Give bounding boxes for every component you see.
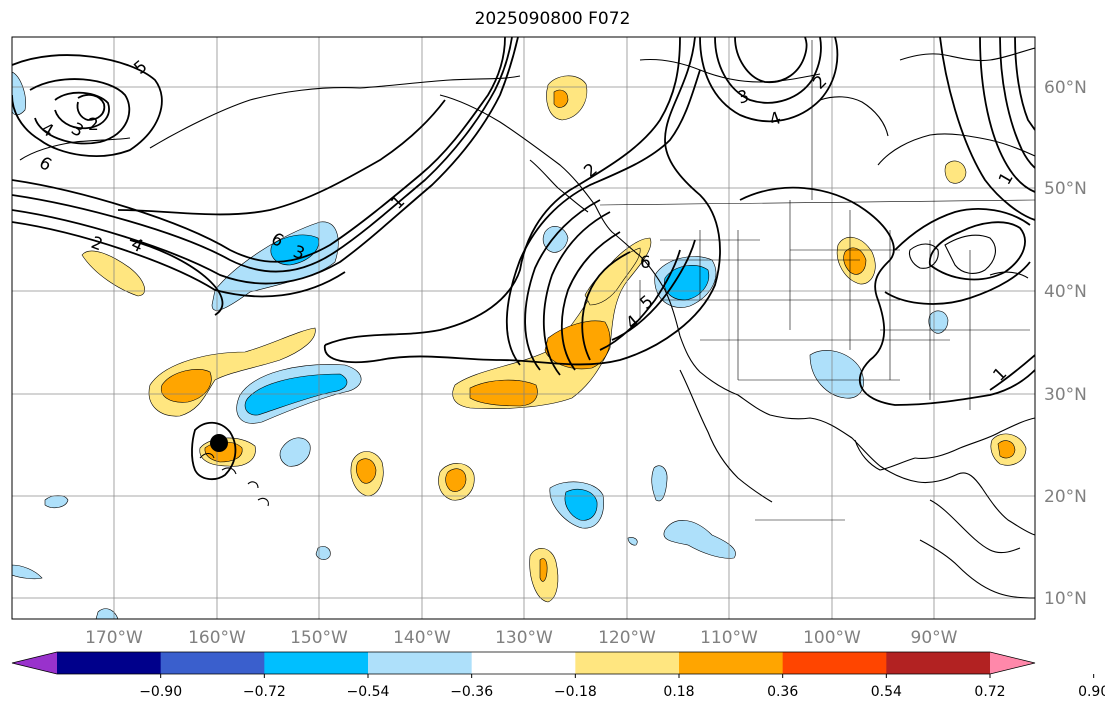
anomaly-negative bbox=[270, 234, 319, 266]
anomaly-negative bbox=[564, 489, 598, 521]
colorbar-outline bbox=[11, 651, 1036, 675]
anomaly-positive bbox=[469, 379, 538, 407]
anomaly-positive bbox=[553, 89, 569, 108]
anomaly-negative bbox=[12, 564, 43, 580]
contours bbox=[12, 37, 1035, 481]
lat-label-50n: 50°N bbox=[1044, 179, 1087, 199]
colorbar-segment bbox=[12, 652, 57, 674]
colorbar-segment bbox=[782, 652, 887, 674]
coastlines bbox=[19, 47, 1035, 599]
lat-label-30n: 30°N bbox=[1044, 385, 1087, 405]
lon-label-90w: 90°W bbox=[911, 628, 958, 648]
anomaly-negative bbox=[279, 437, 311, 467]
lon-label-150w: 150°W bbox=[290, 628, 348, 648]
colorbar-tick-label: −0.54 bbox=[347, 684, 390, 700]
map-area: 5 4 3 2 6 2 4 6 3 1 2 6 4 5 2 4 3 1 1 bbox=[12, 37, 1035, 619]
anomaly-positive bbox=[81, 250, 145, 297]
longitude-labels: 170°W 160°W 150°W 140°W 130°W 120°W 110°… bbox=[85, 628, 958, 648]
colorbar-tick-label: −0.36 bbox=[450, 684, 493, 700]
contour-label: 6 bbox=[640, 253, 651, 273]
anomaly-positive bbox=[445, 468, 467, 492]
lon-label-160w: 160°W bbox=[188, 628, 246, 648]
political-borders bbox=[599, 40, 1035, 521]
colorbar-tick-label: 0.72 bbox=[974, 684, 1005, 700]
colorbar-tick-label: −0.18 bbox=[554, 684, 597, 700]
lon-label-170w: 170°W bbox=[85, 628, 143, 648]
colorbar-tick-label: 0.18 bbox=[663, 684, 694, 700]
colorbar-segment bbox=[57, 652, 162, 674]
anomaly-negative bbox=[542, 226, 569, 253]
location-marker bbox=[210, 434, 228, 452]
colorbar-tick-label: 0.36 bbox=[767, 684, 798, 700]
colorbar-segment bbox=[679, 652, 784, 674]
lon-label-130w: 130°W bbox=[495, 628, 553, 648]
anomaly-negative bbox=[663, 520, 736, 559]
anomaly-negative bbox=[244, 373, 348, 416]
lat-label-60n: 60°N bbox=[1044, 78, 1087, 98]
colorbar-segment bbox=[160, 652, 265, 674]
lat-label-10n: 10°N bbox=[1044, 589, 1087, 609]
anomaly-negative bbox=[809, 350, 864, 399]
anomaly-positive bbox=[997, 440, 1016, 459]
lon-label-120w: 120°W bbox=[598, 628, 656, 648]
lat-label-40n: 40°N bbox=[1044, 282, 1087, 302]
lat-label-20n: 20°N bbox=[1044, 487, 1087, 507]
page-title: 2025090800 F072 bbox=[474, 9, 631, 29]
map-frame bbox=[11, 36, 1036, 620]
anomaly-positive bbox=[356, 458, 377, 484]
anomaly-negative bbox=[12, 71, 26, 116]
contour-label: 2 bbox=[88, 115, 99, 135]
anomaly-negative bbox=[627, 537, 638, 546]
colorbar-tick-label: 0.90 bbox=[1078, 684, 1105, 700]
colorbar-tick-label: −0.90 bbox=[139, 684, 182, 700]
colorbar-tick-label: 0.54 bbox=[871, 684, 902, 700]
colorbar-segment bbox=[368, 652, 473, 674]
anomaly-positive bbox=[843, 247, 867, 275]
colorbar-segment bbox=[990, 652, 1035, 674]
colorbar-segment bbox=[264, 652, 369, 674]
anomaly-negative bbox=[95, 608, 119, 619]
anomaly-negative bbox=[651, 465, 668, 502]
anomaly-positive bbox=[944, 160, 967, 184]
anomaly-negative bbox=[315, 546, 331, 560]
colorbar-tick-label: −0.72 bbox=[243, 684, 286, 700]
lon-label-100w: 100°W bbox=[803, 628, 861, 648]
colorbar-segment bbox=[886, 652, 991, 674]
lon-label-110w: 110°W bbox=[700, 628, 758, 648]
graticule bbox=[12, 37, 1035, 619]
colorbar-segment bbox=[575, 652, 680, 674]
colorbar: −0.90 −0.72 −0.54 −0.36 −0.18 0.18 0.36 0.54 0.7… bbox=[11, 651, 1105, 700]
latitude-labels: 60°N 50°N 40°N 30°N 20°N 10°N bbox=[1044, 78, 1087, 609]
colorbar-segment bbox=[471, 652, 576, 674]
anomaly-positive bbox=[539, 558, 548, 582]
lon-label-140w: 140°W bbox=[393, 628, 451, 648]
